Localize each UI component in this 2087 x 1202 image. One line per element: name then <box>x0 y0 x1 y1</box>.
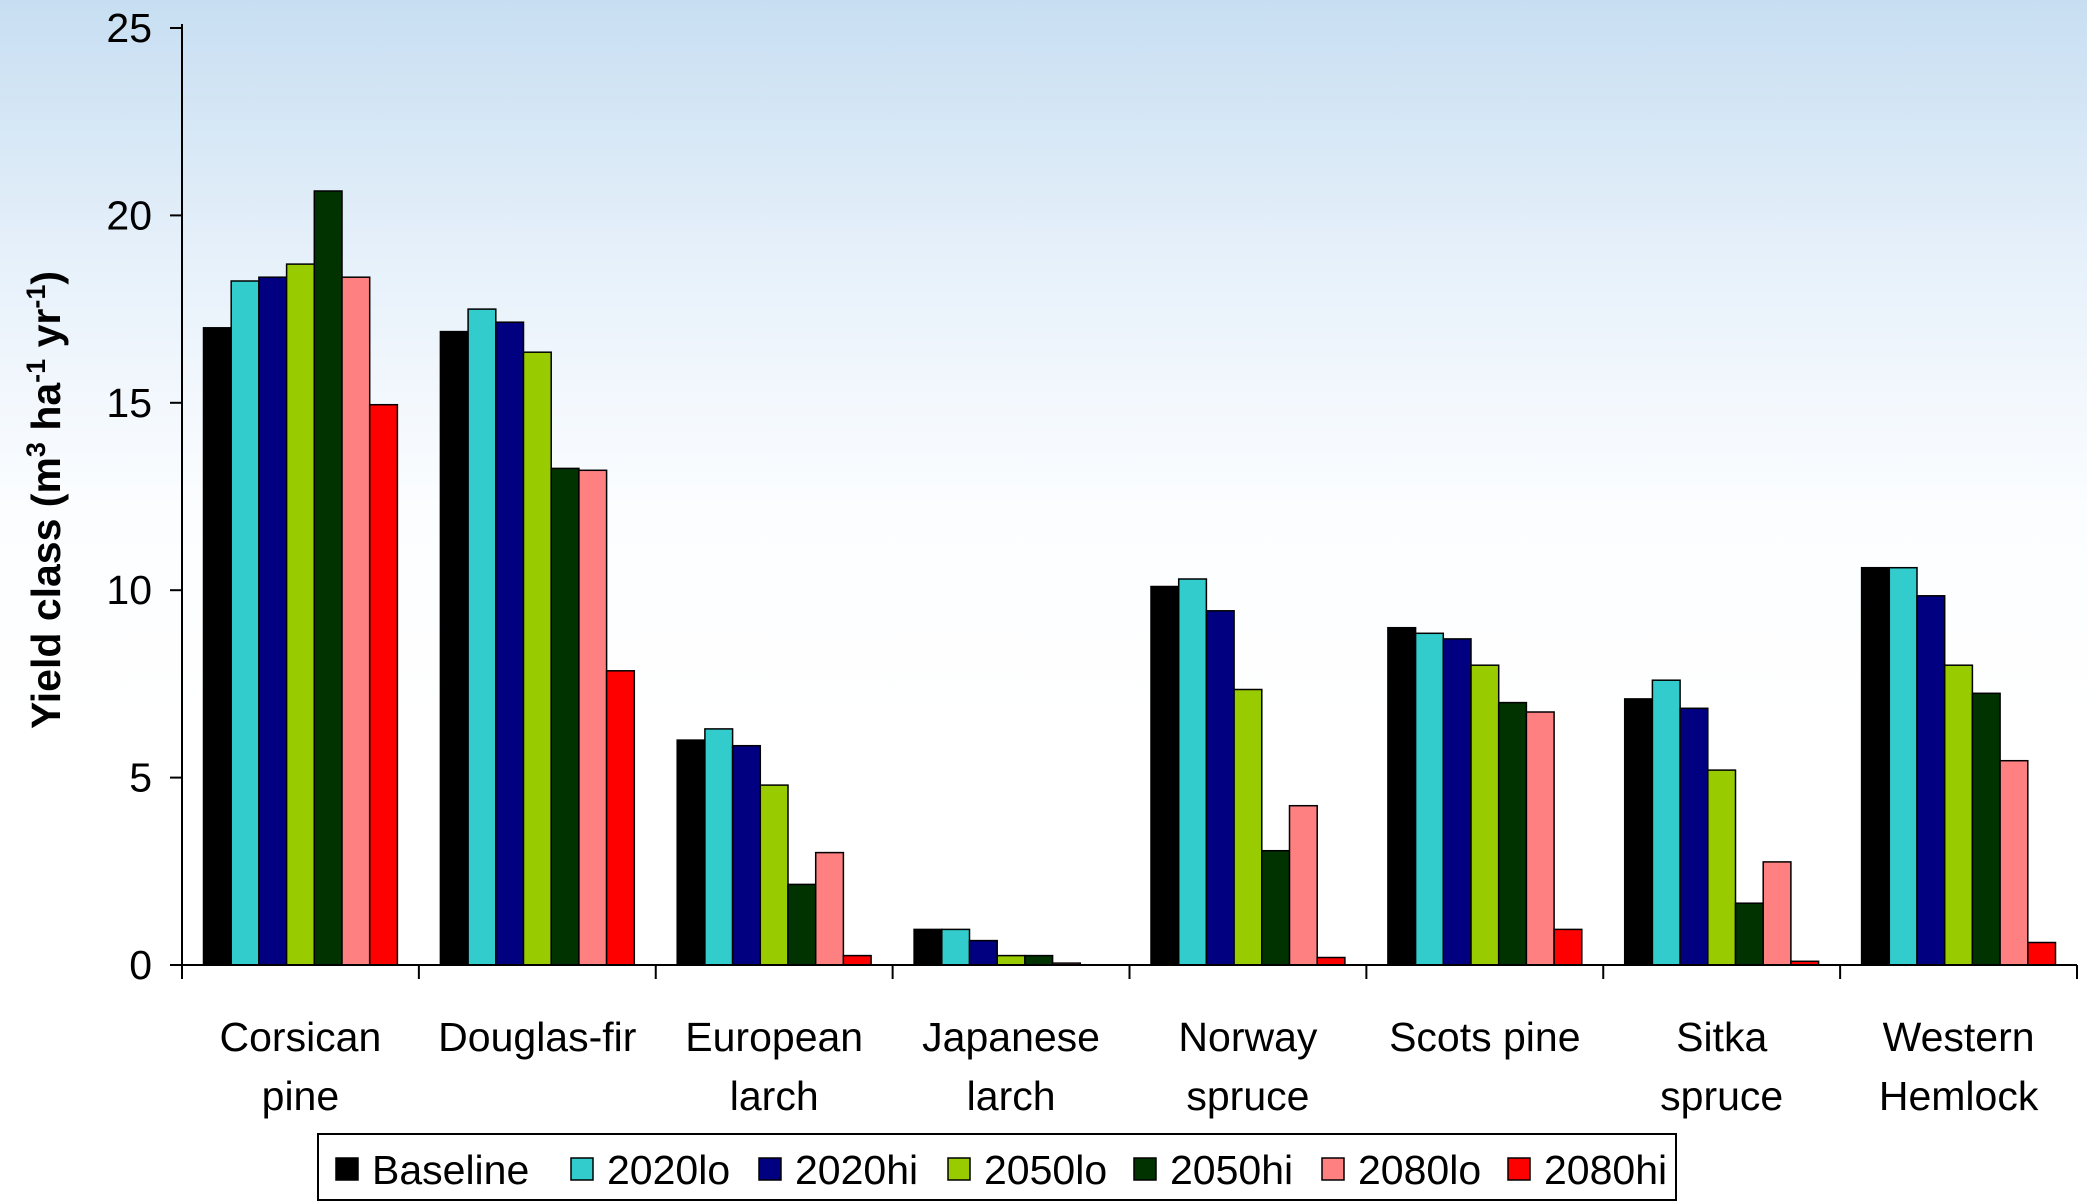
legend-swatch-Baseline <box>335 1157 359 1181</box>
y-tick-label-10: 10 <box>106 567 152 613</box>
bar-2050hi-2 <box>787 883 817 966</box>
category-label-2: European larch <box>685 1014 863 1119</box>
bar-2020lo-7 <box>1888 566 1918 966</box>
y-tick-label-15: 15 <box>106 380 152 426</box>
bar-2020hi-6 <box>1679 707 1709 966</box>
bar-2080lo-2 <box>814 851 845 966</box>
y-tick-label-20: 20 <box>106 192 152 238</box>
category-label-6: Sitka spruce <box>1660 1014 1783 1119</box>
bar-2020lo-3 <box>941 928 971 966</box>
bar-Baseline-3 <box>913 928 943 966</box>
legend-box <box>317 1133 1677 1201</box>
bar-2020hi-1 <box>495 321 525 966</box>
bar-2080hi-1 <box>605 670 636 966</box>
category-label-7: Western Hemlock <box>1879 1014 2039 1119</box>
bar-Baseline-5 <box>1387 626 1417 966</box>
bar-2020hi-5 <box>1442 638 1472 966</box>
bar-2080lo-7 <box>1999 759 2029 966</box>
legend-label-2020lo: 2020lo <box>607 1147 730 1193</box>
legend-swatch-2080lo <box>1321 1157 1345 1181</box>
bar-2050lo-7 <box>1943 664 1974 966</box>
category-label-1: Douglas-fir <box>438 1014 636 1060</box>
bar-2080lo-4 <box>1288 804 1318 966</box>
legend-swatch-2050hi <box>1133 1157 1157 1181</box>
bar-Baseline-7 <box>1860 566 1891 966</box>
bar-2050hi-5 <box>1497 701 1528 966</box>
legend-label-2050hi: 2050hi <box>1170 1147 1293 1193</box>
axes <box>170 24 2078 979</box>
bar-Baseline-6 <box>1623 698 1654 966</box>
bar-2050lo-6 <box>1707 769 1737 966</box>
category-labels: Corsican pine Douglas-fir European larch Japa… <box>220 1014 2039 1119</box>
bar-2020lo-1 <box>467 308 497 966</box>
bar-2050hi-4 <box>1261 849 1291 966</box>
bar-2080hi-5 <box>1553 928 1583 966</box>
bar-Baseline-0 <box>202 327 232 966</box>
legend-swatch-2080hi <box>1507 1157 1531 1181</box>
bar-2020hi-0 <box>258 276 288 966</box>
bars <box>202 190 2057 966</box>
legend: Baseline 2020lo 2020hi 2050lo 2050hi 2080lo 20… <box>317 1133 1677 1201</box>
bar-2020hi-7 <box>1916 595 1946 966</box>
legend-swatch-2050lo <box>947 1157 971 1181</box>
category-label-3: Japanese larch <box>922 1014 1100 1119</box>
bar-2080hi-4 <box>1316 956 1346 966</box>
legend-swatch-2020lo <box>570 1157 594 1181</box>
legend-label-Baseline: Baseline <box>372 1147 529 1193</box>
bar-2020lo-6 <box>1651 679 1681 966</box>
bar-2020lo-0 <box>230 280 260 966</box>
bar-2080hi-7 <box>2027 941 2057 966</box>
legend-label-2080lo: 2080lo <box>1358 1147 1481 1193</box>
legend-label-2080hi: 2080hi <box>1544 1147 1667 1193</box>
bar-2020lo-4 <box>1177 578 1208 966</box>
legend-label-2050lo: 2050lo <box>984 1147 1107 1193</box>
legend-swatch-2020hi <box>758 1157 782 1181</box>
bar-2050hi-3 <box>1024 954 1054 966</box>
y-tick-label-0: 0 <box>129 942 152 988</box>
bar-2080lo-1 <box>578 469 608 966</box>
y-axis-label: Yield class (m3 ha-1 yr-1) <box>21 271 69 729</box>
bar-2050lo-5 <box>1470 664 1500 966</box>
bar-Baseline-1 <box>439 330 469 966</box>
bar-2020hi-2 <box>731 744 762 966</box>
bar-2080lo-6 <box>1762 861 1792 966</box>
bar-2050lo-4 <box>1233 688 1263 966</box>
y-tick-label-5: 5 <box>129 755 152 801</box>
bar-2020lo-5 <box>1414 632 1445 966</box>
bar-2050lo-2 <box>759 784 789 966</box>
bar-2050lo-1 <box>522 351 552 966</box>
bar-Baseline-4 <box>1150 585 1180 966</box>
bar-2050hi-7 <box>1971 692 2001 966</box>
bar-2050hi-6 <box>1734 902 1764 966</box>
category-label-0: Corsican pine <box>220 1014 382 1119</box>
bar-2020lo-2 <box>704 728 734 966</box>
bar-2080lo-5 <box>1525 711 1555 966</box>
y-tick-labels: 0 5 10 15 20 25 <box>106 5 152 988</box>
bar-Baseline-2 <box>676 739 706 966</box>
bar-2020hi-3 <box>968 939 998 966</box>
bar-2080hi-2 <box>842 954 872 966</box>
bar-2050hi-1 <box>550 467 580 966</box>
bar-2080hi-0 <box>368 403 399 966</box>
bar-2020hi-4 <box>1205 610 1235 966</box>
bar-2050lo-0 <box>285 263 316 966</box>
legend-label-2020hi: 2020hi <box>795 1147 918 1193</box>
y-tick-label-25: 25 <box>106 5 152 51</box>
bar-2050lo-3 <box>996 954 1026 966</box>
bar-2080lo-0 <box>341 276 371 966</box>
category-label-4: Norway spruce <box>1178 1014 1317 1119</box>
y-axis-title: Yield class (m3 ha-1 yr-1) <box>21 271 69 729</box>
category-label-5: Scots pine <box>1389 1014 1580 1060</box>
bar-2050hi-0 <box>313 190 343 966</box>
